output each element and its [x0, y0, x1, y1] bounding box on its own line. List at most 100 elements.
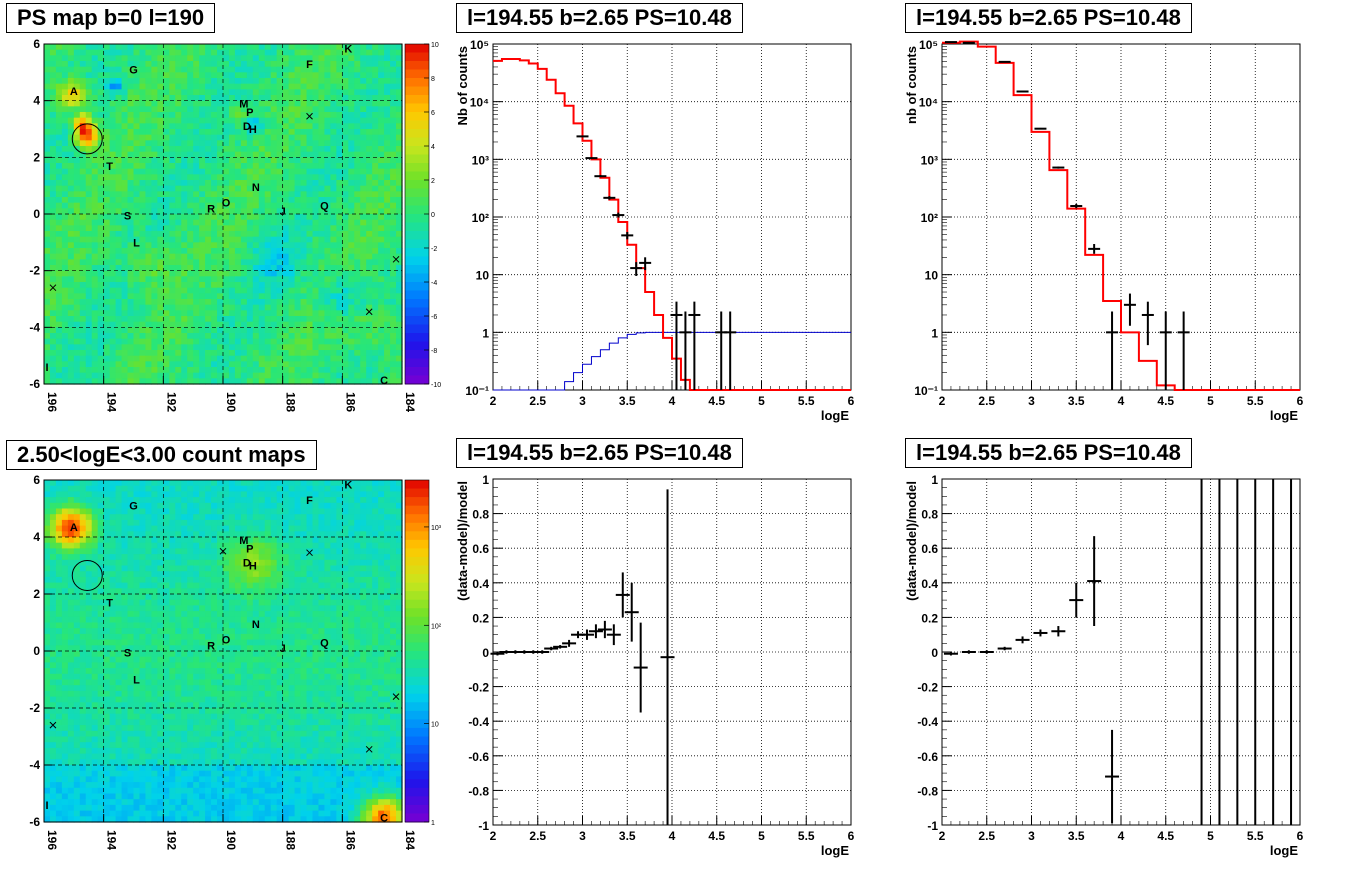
ps_map-pixel — [133, 270, 141, 277]
count_map-pixel — [73, 736, 81, 743]
ps_map-pixel — [384, 208, 391, 215]
count_map-pixel — [109, 582, 117, 589]
ps_map-pixel — [270, 151, 278, 158]
ps_map-pixel — [44, 242, 51, 249]
ps_map-pixel — [205, 61, 212, 68]
count_map-pixel — [139, 588, 147, 595]
ps_map-pixel — [318, 282, 326, 289]
count_map-pixel — [85, 690, 93, 698]
count_map-pixel — [44, 776, 51, 783]
colorbar-tick-label: -10 — [431, 382, 441, 389]
count_map-pixel — [127, 696, 135, 703]
ps_map-pixel — [91, 78, 99, 85]
ps_map-pixel — [372, 236, 379, 243]
count_map-pixel — [145, 742, 152, 749]
ps_map-pixel — [205, 100, 212, 107]
selected-source-circle — [71, 123, 103, 155]
ps_map-pixel — [115, 157, 123, 164]
count_map-pixel — [103, 719, 111, 726]
ps_map-pixel — [360, 146, 367, 153]
ps_map-pixel — [306, 157, 314, 164]
count_map-pixel — [44, 673, 51, 681]
count_map-pixel — [44, 708, 51, 715]
count_map-pixel — [61, 736, 69, 743]
ps_map-pixel — [139, 202, 147, 209]
count_map-pixel — [91, 782, 99, 789]
ps_map-pixel — [378, 219, 385, 226]
ps_map-pixel — [55, 293, 63, 300]
ps_map-pixel — [145, 180, 152, 187]
count_map-pixel — [127, 787, 135, 795]
ps_map-pixel — [312, 270, 320, 277]
count_map-pixel — [61, 639, 69, 646]
ps_map-pixel — [115, 350, 123, 357]
ps_map-pixel — [187, 276, 194, 283]
ps_map-pixel — [121, 146, 129, 153]
ps_map-pixel — [55, 367, 63, 374]
count_map-pixel — [49, 616, 57, 624]
ps_map-pixel — [211, 163, 218, 170]
ps_map-pixel — [121, 134, 129, 141]
count_map-pixel — [79, 747, 87, 755]
ps_map-pixel — [276, 180, 284, 187]
ps_map-pixel — [258, 44, 266, 51]
ps_map-pixel — [79, 327, 87, 334]
ps_map-pixel — [324, 112, 331, 119]
ps_map-pixel — [324, 350, 331, 357]
count_map-pixel — [85, 497, 93, 504]
ps_map-pixel — [246, 174, 254, 181]
ps_map-pixel — [234, 225, 242, 232]
count_map-pixel — [109, 753, 117, 760]
ps_map-pixel — [187, 168, 194, 175]
count_map-pixel — [49, 519, 57, 527]
ps_map-pixel — [258, 367, 266, 374]
count_map-pixel — [109, 480, 117, 487]
colorbar-segment — [405, 180, 429, 189]
ps_map-pixel — [270, 248, 278, 255]
ps_map-pixel — [252, 174, 260, 181]
ps_map-pixel — [85, 270, 93, 277]
ps_map-pixel — [312, 72, 320, 79]
count_map-pixel — [85, 633, 93, 641]
count_map-pixel — [121, 730, 129, 738]
ps_map-pixel — [79, 276, 87, 283]
count_map-pixel — [103, 708, 111, 715]
ps_map-pixel — [121, 174, 129, 181]
count_map-pixel — [67, 525, 75, 532]
ps_map-pixel — [336, 134, 343, 141]
ps_map-pixel — [199, 100, 206, 107]
ps_map-pixel — [44, 219, 51, 226]
ps_map-pixel — [187, 304, 194, 311]
ps_map-pixel — [175, 163, 182, 170]
ps_map-pixel — [288, 361, 296, 368]
ps_map-pixel — [228, 117, 236, 124]
count_map-pixel — [115, 673, 123, 681]
ps_map-pixel — [133, 219, 141, 226]
count_map-pixel — [103, 799, 111, 806]
ps_map-pixel — [336, 231, 343, 238]
count_map-pixel — [151, 628, 158, 635]
ps_map-pixel — [211, 129, 218, 136]
ps_map-pixel — [193, 129, 200, 136]
ps_map-pixel — [223, 270, 230, 277]
ps_map-pixel — [193, 146, 200, 153]
ps_map-pixel — [390, 44, 397, 51]
ps_map-pixel — [91, 146, 99, 153]
ps_map-pixel — [288, 134, 296, 141]
count_map-pixel — [73, 810, 81, 817]
ps_map-pixel — [109, 287, 117, 294]
count_map-pixel — [49, 662, 57, 669]
ps_map-pixel — [67, 293, 75, 300]
ps_map-pixel — [378, 117, 385, 124]
ps_map-pixel — [288, 78, 296, 85]
ps_map-pixel — [169, 361, 176, 368]
ps_map-pixel — [205, 89, 212, 96]
ps_map-pixel — [181, 214, 188, 221]
ps_map-pixel — [121, 197, 129, 204]
count_map-pixel — [73, 491, 81, 498]
count_map-pixel — [73, 628, 81, 635]
ps_map-pixel — [306, 95, 314, 102]
count_map-pixel — [109, 531, 117, 538]
count_map-pixel — [67, 696, 75, 703]
count_map-pixel — [163, 747, 170, 755]
